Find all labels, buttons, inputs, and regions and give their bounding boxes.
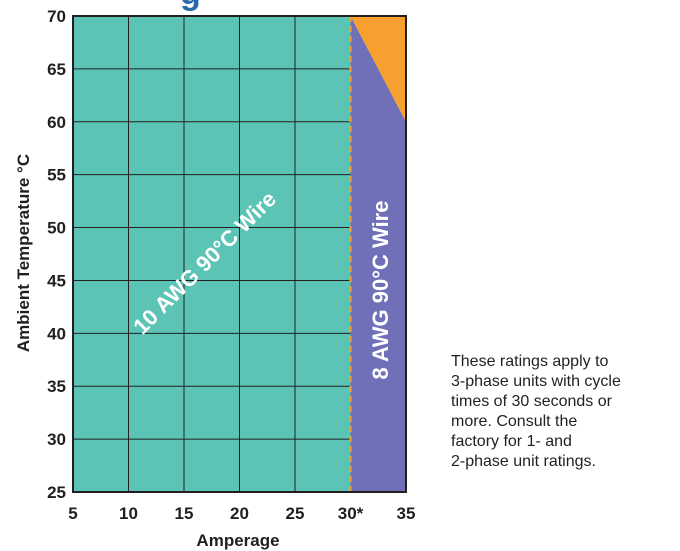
note-line: 3-phase units with cycle	[451, 373, 621, 390]
y-tick-label: 50	[47, 219, 66, 238]
y-tick-label: 60	[47, 113, 66, 132]
region-label-6-awg-line1: 6 AWG	[414, 33, 462, 50]
ratings-note: These ratings apply to 3-phase units wit…	[451, 352, 671, 472]
y-tick-label: 65	[47, 60, 66, 79]
note-line: times of 30 seconds or	[451, 393, 612, 410]
x-tick-label: 35	[397, 504, 416, 523]
y-tick-label: 40	[47, 324, 66, 343]
note-line: more. Consult the	[451, 413, 578, 430]
chart-title-fragment: g	[180, 0, 201, 12]
y-tick-label: 25	[47, 483, 66, 502]
y-tick-label: 70	[47, 7, 66, 26]
x-tick-label: 5	[68, 504, 77, 523]
x-tick-label: 15	[175, 504, 194, 523]
region-label-6-awg-line2: 90°C Wire	[414, 52, 484, 69]
y-axis-title: Ambient Temperature °C	[14, 154, 33, 352]
x-tick-label: 10	[119, 504, 138, 523]
y-tick-label: 45	[47, 271, 66, 290]
note-line: 2-phase unit ratings.	[451, 453, 596, 470]
region-area-1	[350, 16, 406, 492]
region-label-8-awg: 8 AWG 90°C Wire	[368, 201, 393, 380]
x-tick-label: 30*	[338, 504, 364, 523]
chart-regions	[73, 16, 406, 492]
y-tick-label: 55	[47, 166, 66, 185]
x-axis-title: Amperage	[196, 531, 279, 550]
plot-frame	[72, 15, 407, 493]
y-tick-label: 35	[47, 377, 66, 396]
x-tick-label: 25	[286, 504, 305, 523]
y-tick-labels: 25 30 35 40 45 50 55 60 65 70	[47, 7, 66, 502]
region-area-2	[350, 16, 406, 122]
y-tick-label: 30	[47, 430, 66, 449]
x-tick-labels: 5 10 15 20 25 30* 35	[68, 504, 415, 523]
chart-grid	[73, 16, 351, 492]
region-area-0	[73, 16, 351, 492]
x-tick-label: 20	[230, 504, 249, 523]
note-line: These ratings apply to	[451, 353, 609, 370]
note-line: factory for 1- and	[451, 433, 572, 450]
